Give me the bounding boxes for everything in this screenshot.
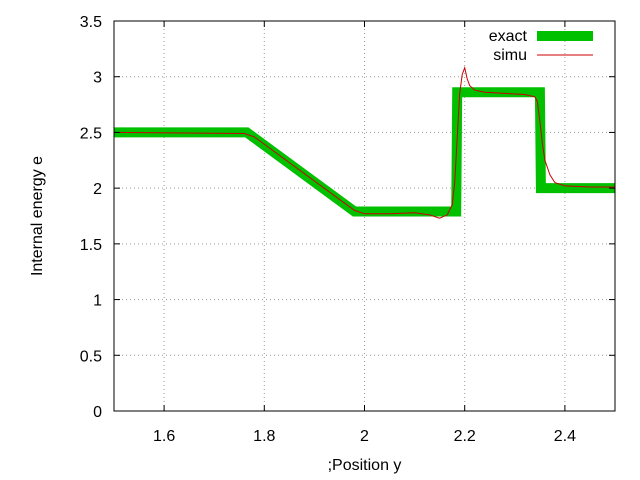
x-tick-label: 1.8 bbox=[253, 428, 275, 445]
x-tick-label: 2.4 bbox=[554, 428, 576, 445]
y-tick-label: 0.5 bbox=[80, 348, 102, 365]
x-axis-label: ;Position y bbox=[328, 457, 402, 474]
grid bbox=[114, 21, 615, 411]
y-tick-label: 3.5 bbox=[80, 14, 102, 31]
y-tick-label: 0 bbox=[93, 404, 102, 421]
y-tick-label: 2.5 bbox=[80, 125, 102, 142]
legend-label-simu: simu bbox=[493, 47, 527, 64]
y-tick-label: 1 bbox=[93, 293, 102, 310]
legend: exact simu bbox=[489, 28, 593, 64]
series-line-simu bbox=[114, 66, 615, 219]
x-tick-label: 1.6 bbox=[153, 428, 175, 445]
x-tick-label: 2.2 bbox=[454, 428, 476, 445]
x-tick-label: 2 bbox=[360, 428, 369, 445]
series-group bbox=[114, 66, 615, 219]
y-axis-label: Internal energy e bbox=[29, 156, 46, 276]
y-tick-label: 2 bbox=[93, 181, 102, 198]
legend-label-exact: exact bbox=[489, 28, 528, 45]
ticks: 1.6 1.8 2 2.2 2.4 0 0.5 1 1.5 2 2.5 3 3.5 bbox=[80, 14, 615, 445]
y-tick-label: 1.5 bbox=[80, 237, 102, 254]
y-tick-label: 3 bbox=[93, 70, 102, 87]
